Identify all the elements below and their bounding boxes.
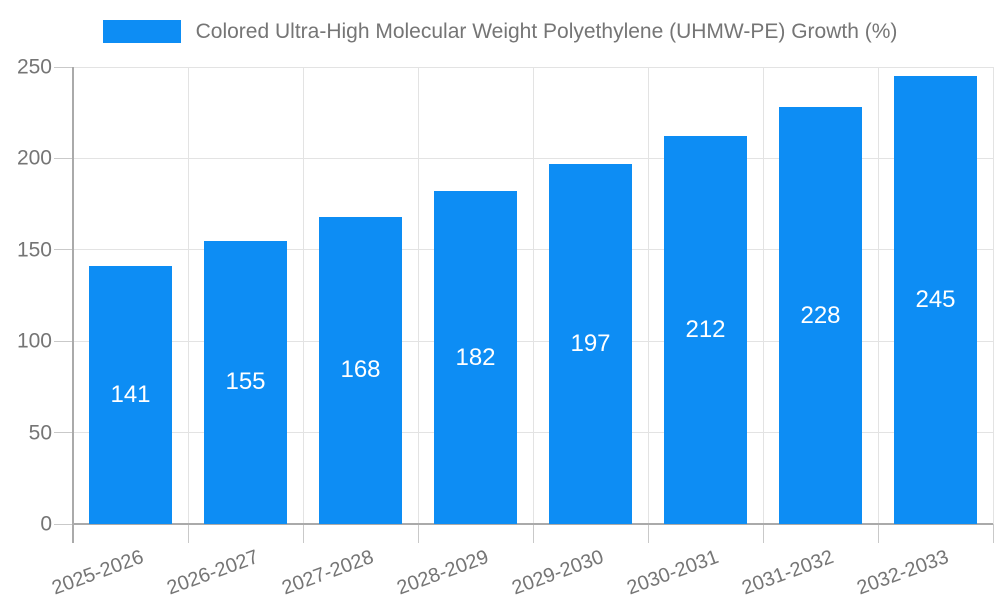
bar-value-label: 212 [685,316,726,344]
y-axis-line [72,67,74,543]
y-axis-tick [54,432,73,434]
bar[interactable] [434,191,517,524]
bar-value-label: 168 [340,356,381,384]
bar[interactable] [204,240,287,524]
gridline-vertical [762,67,764,524]
gridline-vertical [417,67,419,524]
x-axis-tick [417,524,419,543]
legend-item[interactable]: Colored Ultra-High Molecular Weight Poly… [0,19,1000,44]
x-axis-tick [762,524,764,543]
x-axis-tick [532,524,534,543]
y-tick-label: 200 [16,146,52,170]
bar[interactable] [319,216,402,524]
x-axis-tick [992,524,994,543]
gridline-vertical [647,67,649,524]
y-tick-label: 150 [16,238,52,262]
y-axis-tick [54,340,73,342]
bar[interactable] [549,163,632,524]
x-axis-tick [647,524,649,543]
bar-value-label: 141 [110,381,151,409]
y-tick-label: 50 [28,421,52,445]
bar-value-label: 228 [800,301,841,329]
bar[interactable] [779,107,862,524]
x-axis-tick [302,524,304,543]
y-tick-label: 250 [16,55,52,79]
y-axis-tick [54,157,73,159]
y-axis-tick [54,249,73,251]
gridline-vertical [187,67,189,524]
y-axis-tick [54,523,73,525]
gridline-vertical [532,67,534,524]
gridline-vertical [992,67,994,524]
bar-value-label: 197 [570,329,611,357]
x-axis-tick [187,524,189,543]
bar[interactable] [89,266,172,524]
bar[interactable] [894,76,977,524]
legend-swatch [102,20,181,43]
x-axis-line [73,523,993,525]
y-tick-label: 0 [40,512,52,536]
legend-label: Colored Ultra-High Molecular Weight Poly… [195,20,898,43]
gridline-vertical [302,67,304,524]
bar-value-label: 245 [915,286,956,314]
gridline-vertical [877,67,879,524]
bar[interactable] [664,136,747,524]
bar-value-label: 155 [225,368,266,396]
y-axis-tick [54,66,73,68]
x-axis-tick [877,524,879,543]
y-tick-label: 100 [16,329,52,353]
x-tick-label: 2025-2026 [48,546,147,600]
bar-value-label: 182 [455,343,496,371]
